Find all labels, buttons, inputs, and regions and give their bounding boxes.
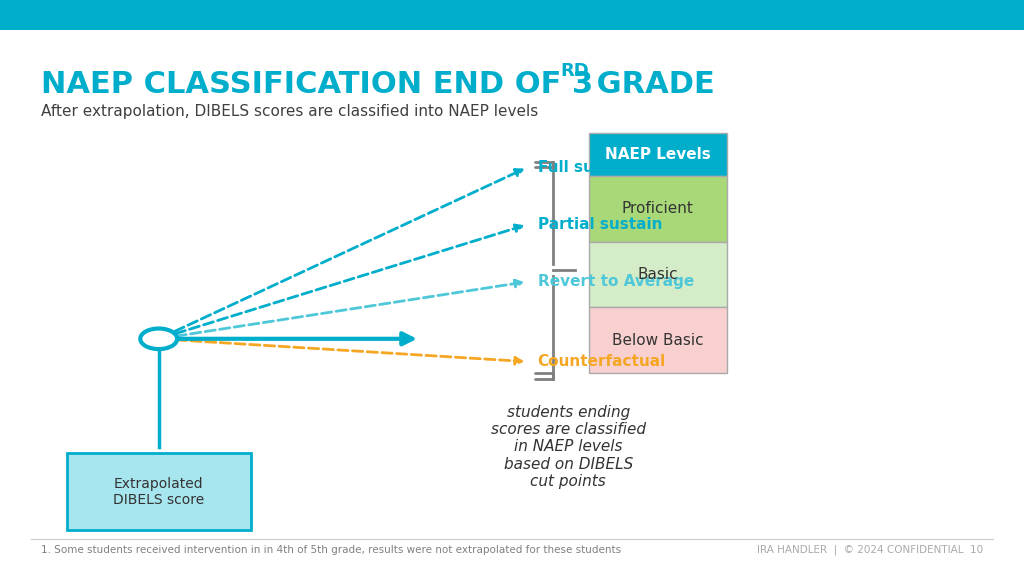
Text: Full sustain: Full sustain (538, 160, 636, 175)
FancyBboxPatch shape (589, 308, 727, 373)
FancyBboxPatch shape (67, 453, 251, 530)
FancyBboxPatch shape (589, 176, 727, 242)
FancyBboxPatch shape (0, 0, 1024, 30)
FancyBboxPatch shape (589, 242, 727, 308)
Text: GRADE: GRADE (586, 70, 715, 99)
Text: IRA HANDLER  |  © 2024 CONFIDENTIAL  10: IRA HANDLER | © 2024 CONFIDENTIAL 10 (757, 544, 983, 555)
Text: Proficient: Proficient (622, 201, 694, 216)
Text: NAEP Levels: NAEP Levels (605, 147, 711, 162)
Text: students ending
scores are classified
in NAEP levels
based on DIBELS
cut points: students ending scores are classified in… (490, 404, 646, 489)
Text: Extrapolated
DIBELS score: Extrapolated DIBELS score (113, 476, 205, 507)
Text: RD: RD (560, 62, 589, 79)
Text: Below Basic: Below Basic (612, 333, 703, 348)
Text: Partial sustain: Partial sustain (538, 217, 663, 232)
Text: NAEP CLASSIFICATION END OF 3: NAEP CLASSIFICATION END OF 3 (41, 70, 593, 99)
Text: Basic: Basic (638, 267, 678, 282)
FancyBboxPatch shape (589, 133, 727, 176)
Text: After extrapolation, DIBELS scores are classified into NAEP levels: After extrapolation, DIBELS scores are c… (41, 104, 539, 119)
Text: Revert to Average: Revert to Average (538, 274, 694, 289)
Circle shape (140, 328, 177, 349)
Text: Counterfactual: Counterfactual (538, 354, 666, 369)
Text: 1. Some students received intervention in in 4th of 5th grade, results were not : 1. Some students received intervention i… (41, 544, 622, 555)
